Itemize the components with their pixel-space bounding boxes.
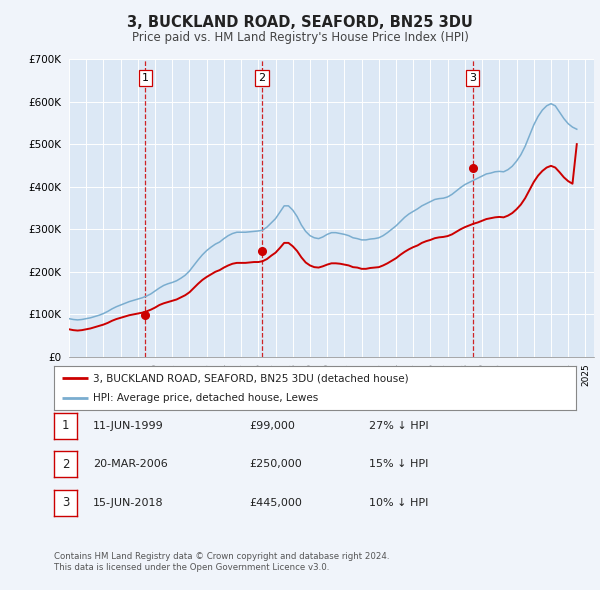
Text: 1: 1 (62, 419, 69, 432)
Text: 3, BUCKLAND ROAD, SEAFORD, BN25 3DU: 3, BUCKLAND ROAD, SEAFORD, BN25 3DU (127, 15, 473, 30)
Text: 1: 1 (142, 73, 149, 83)
Text: £445,000: £445,000 (249, 498, 302, 507)
Text: Price paid vs. HM Land Registry's House Price Index (HPI): Price paid vs. HM Land Registry's House … (131, 31, 469, 44)
Text: 2: 2 (62, 458, 69, 471)
Text: HPI: Average price, detached house, Lewes: HPI: Average price, detached house, Lewe… (93, 393, 319, 402)
Text: £99,000: £99,000 (249, 421, 295, 431)
Text: 15-JUN-2018: 15-JUN-2018 (93, 498, 164, 507)
Text: 2: 2 (259, 73, 266, 83)
Text: 20-MAR-2006: 20-MAR-2006 (93, 460, 168, 469)
Text: 10% ↓ HPI: 10% ↓ HPI (369, 498, 428, 507)
Text: 3: 3 (469, 73, 476, 83)
Text: 3, BUCKLAND ROAD, SEAFORD, BN25 3DU (detached house): 3, BUCKLAND ROAD, SEAFORD, BN25 3DU (det… (93, 373, 409, 383)
Text: 11-JUN-1999: 11-JUN-1999 (93, 421, 164, 431)
Text: 27% ↓ HPI: 27% ↓ HPI (369, 421, 428, 431)
Text: 15% ↓ HPI: 15% ↓ HPI (369, 460, 428, 469)
Text: Contains HM Land Registry data © Crown copyright and database right 2024.
This d: Contains HM Land Registry data © Crown c… (54, 552, 389, 572)
Text: 3: 3 (62, 496, 69, 509)
Text: £250,000: £250,000 (249, 460, 302, 469)
